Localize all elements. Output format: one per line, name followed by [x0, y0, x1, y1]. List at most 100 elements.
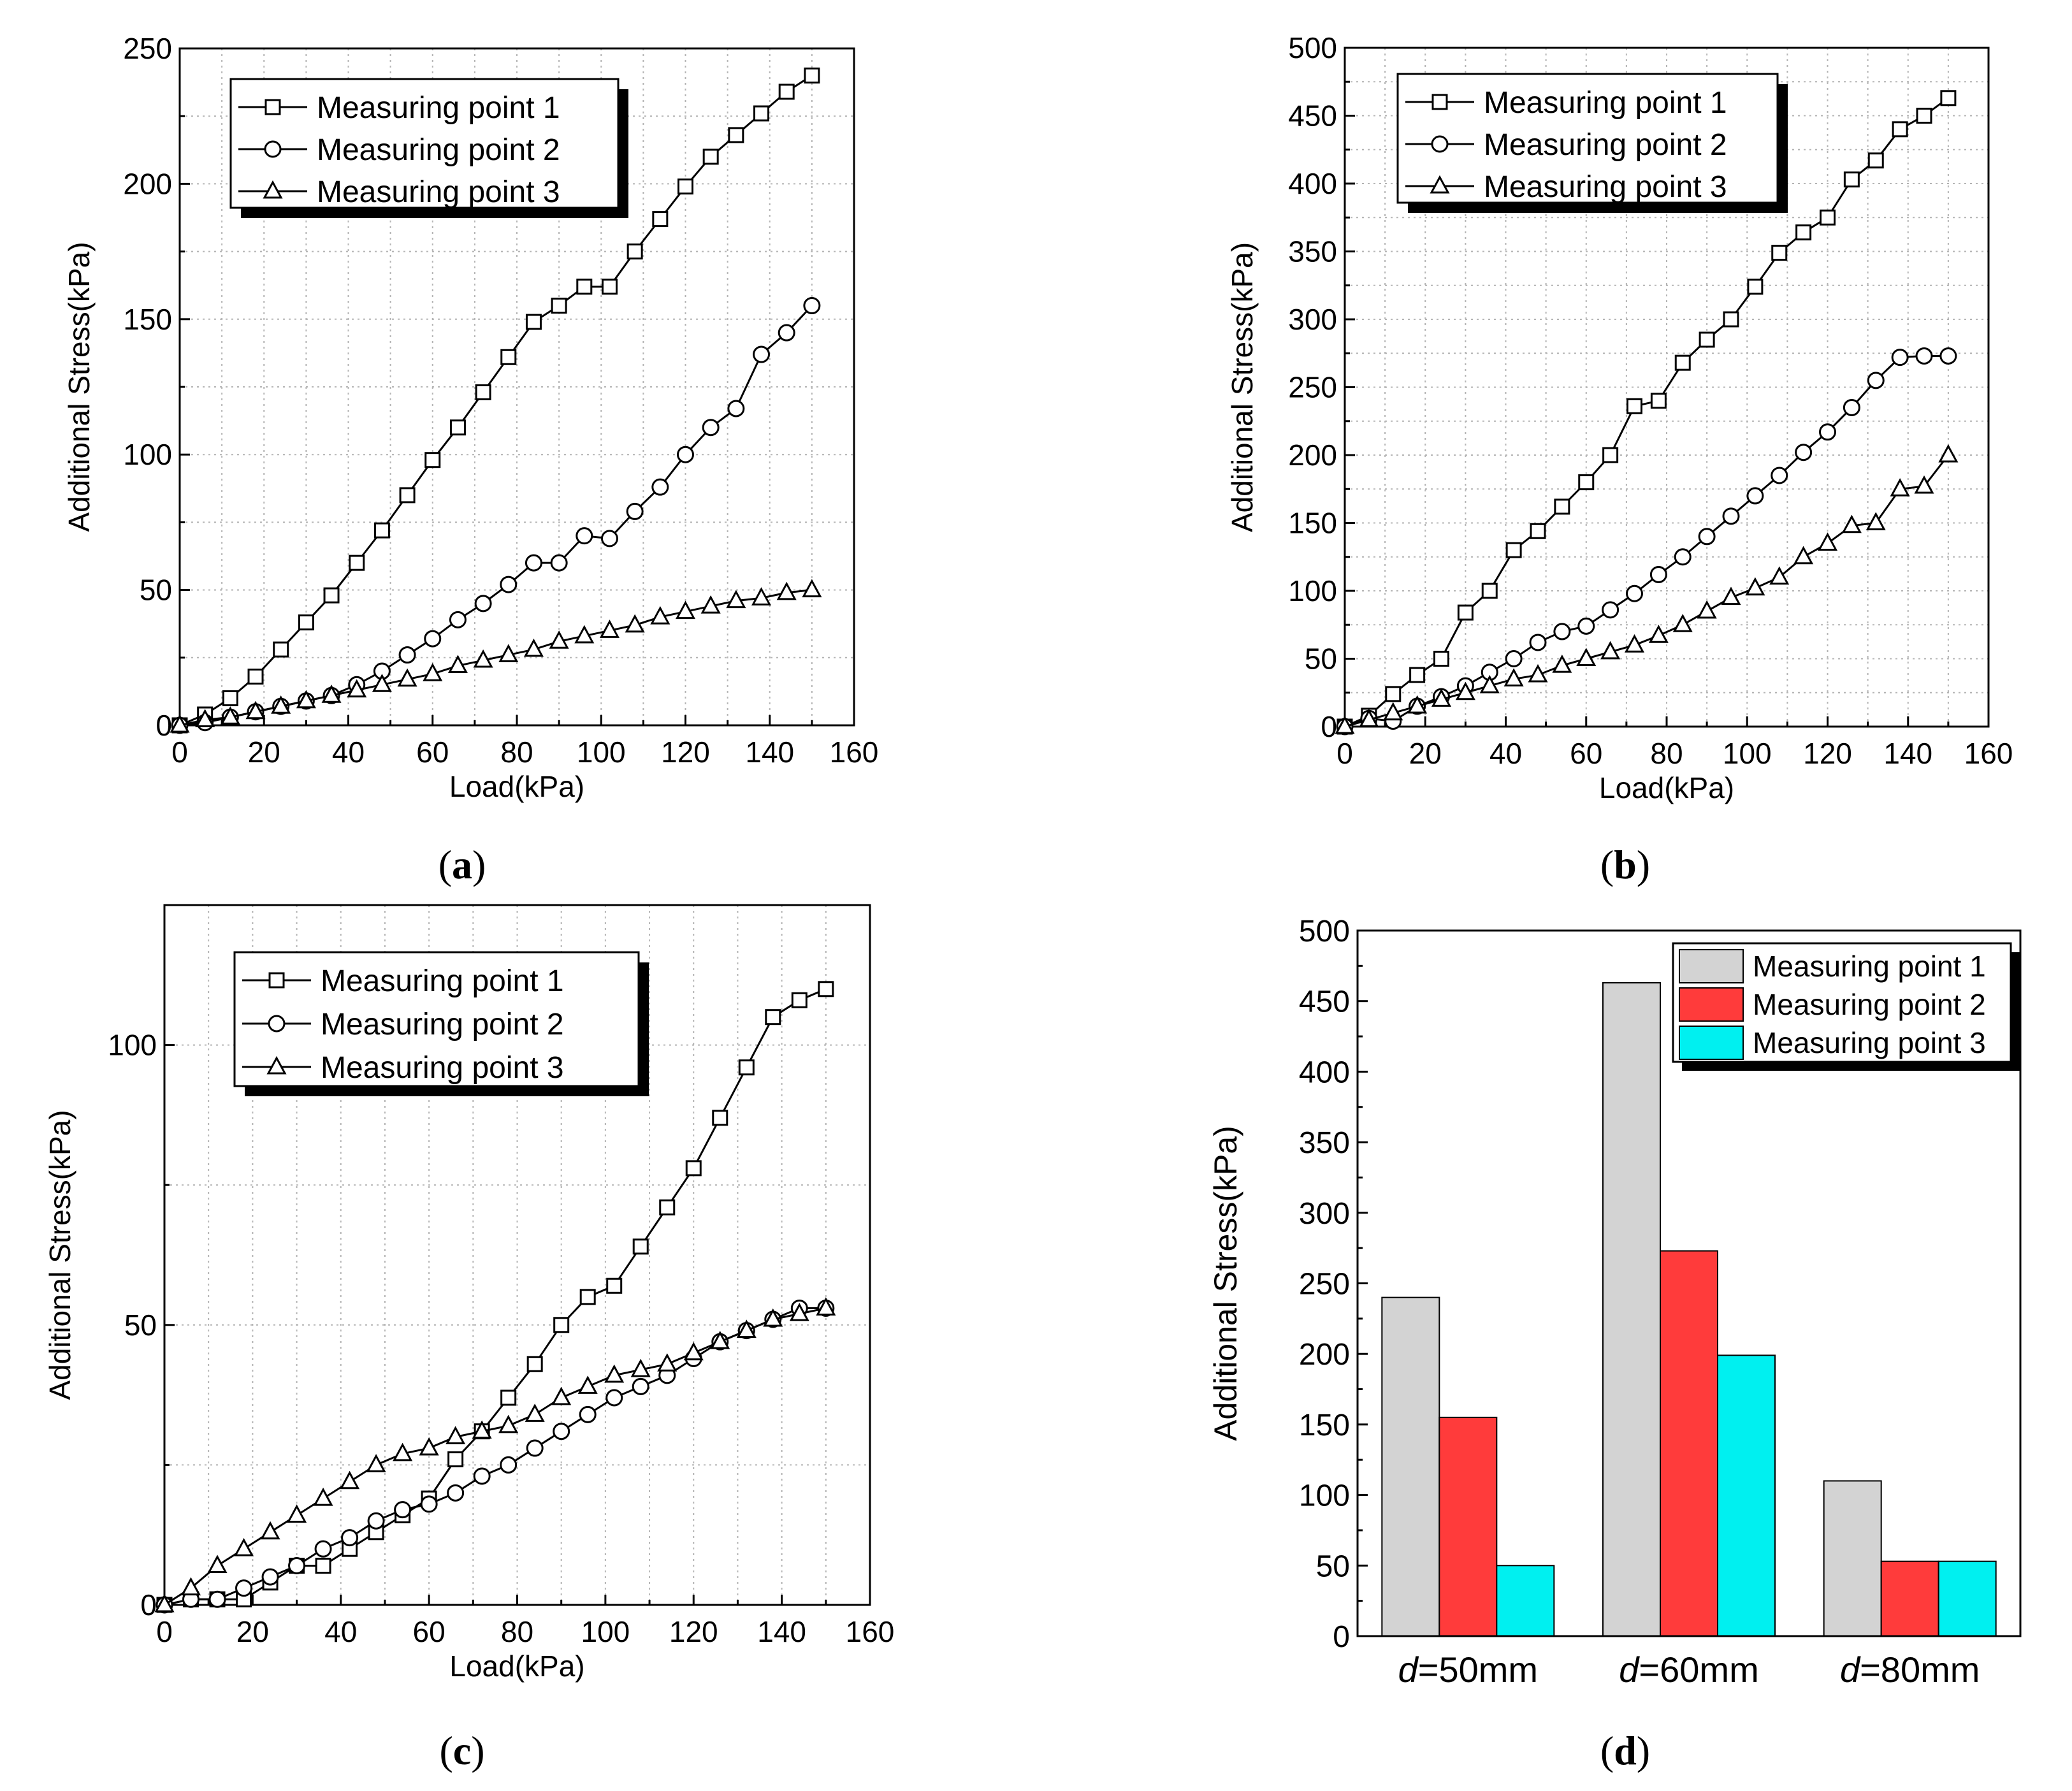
y-tick-label: 50 — [140, 574, 172, 607]
data-point — [420, 1495, 438, 1513]
y-tick-label: 250 — [123, 32, 172, 65]
data-point — [393, 1442, 413, 1461]
data-point — [195, 709, 215, 728]
data-point — [446, 1426, 466, 1444]
legend-marker — [1430, 175, 1450, 194]
caption-a-letter: a — [452, 842, 472, 887]
data-point — [1552, 655, 1572, 673]
legend-label: Measuring point 2 — [1484, 128, 1727, 162]
y-tick-label: 200 — [123, 167, 172, 200]
category-variable: d — [1619, 1650, 1640, 1690]
data-point — [424, 452, 441, 468]
data-point — [683, 1342, 704, 1361]
caption-d: (d) — [1600, 1728, 1651, 1773]
data-point — [632, 1238, 649, 1255]
data-point — [551, 298, 567, 314]
data-point — [753, 105, 770, 122]
bar — [1938, 1560, 1997, 1637]
data-point — [523, 638, 544, 657]
y-tick-label: 0 — [140, 1588, 157, 1621]
data-point — [549, 630, 569, 649]
data-point — [1793, 546, 1814, 565]
data-point — [601, 279, 618, 295]
data-point — [576, 527, 593, 545]
data-point — [1457, 604, 1474, 621]
data-point — [776, 581, 797, 600]
y-tick-label: 200 — [1288, 439, 1337, 472]
data-point — [816, 1297, 836, 1316]
y-tick-label: 400 — [1288, 167, 1337, 200]
data-point — [341, 1529, 359, 1547]
data-point — [1602, 601, 1619, 619]
data-point — [604, 1364, 625, 1383]
data-point — [1602, 447, 1619, 463]
data-point — [1624, 634, 1645, 653]
data-point — [627, 243, 643, 260]
data-point — [500, 1389, 517, 1406]
data-point — [626, 502, 644, 520]
data-point — [235, 1579, 253, 1597]
x-ticks: 0 20 40 60 80 100 120 140 160 — [1337, 716, 2013, 770]
data-point — [710, 1331, 730, 1349]
data-point — [579, 1289, 596, 1305]
data-point — [525, 554, 542, 572]
data-point — [526, 1439, 544, 1457]
data-point — [1578, 474, 1595, 491]
data-point — [247, 669, 264, 685]
data-point — [1648, 625, 1669, 643]
x-axis-label: Load(kPa) — [449, 770, 584, 803]
data-point — [1672, 614, 1693, 632]
y-ticks: 0 50 100 150 200 250 — [123, 32, 190, 742]
data-point — [1577, 617, 1595, 635]
legend-label: Measuring point 2 — [317, 133, 560, 167]
x-tick-label: 80 — [501, 1615, 533, 1648]
y-tick-label: 450 — [1299, 985, 1350, 1019]
data-point — [1674, 548, 1692, 566]
data-point — [1576, 648, 1597, 666]
data-point — [651, 478, 669, 496]
data-point — [260, 1521, 280, 1540]
legend-swatch — [1679, 987, 1744, 1022]
data-point — [576, 279, 593, 295]
data-point — [271, 695, 291, 714]
data-point — [778, 324, 795, 342]
data-point — [1528, 663, 1548, 683]
data-point — [803, 297, 821, 315]
data-point — [419, 1437, 439, 1456]
x-tick-label: 20 — [236, 1615, 269, 1648]
x-tick-label: 120 — [1803, 737, 1852, 770]
x-tick-label: 160 — [1964, 737, 2013, 770]
data-point — [1721, 586, 1741, 605]
bar — [1496, 1565, 1555, 1637]
data-point — [574, 625, 595, 644]
data-point — [675, 600, 696, 620]
data-point — [1626, 398, 1642, 414]
data-point — [525, 314, 542, 330]
x-tick-label: 20 — [1409, 737, 1442, 770]
data-point — [398, 646, 416, 664]
series-3 — [1335, 444, 1959, 734]
data-point — [473, 1467, 491, 1485]
data-point — [1771, 467, 1788, 484]
x-tick-label: 140 — [745, 736, 794, 769]
bar-group-1 — [1381, 1296, 1555, 1637]
data-point — [313, 1487, 333, 1506]
data-point — [423, 663, 443, 681]
x-tick-label: 120 — [661, 736, 710, 769]
data-point — [677, 446, 694, 463]
legend-label: Measuring point 1 — [1484, 86, 1727, 120]
data-point — [1554, 498, 1570, 515]
data-point — [373, 522, 390, 539]
data-point — [234, 1538, 254, 1556]
data-point — [657, 1353, 677, 1372]
category-value: =50mm — [1418, 1650, 1538, 1690]
data-point — [207, 1555, 228, 1574]
data-point — [630, 1358, 651, 1377]
caption-b: (b) — [1600, 842, 1651, 887]
data-point — [347, 679, 367, 698]
data-point — [394, 1501, 412, 1519]
data-point — [727, 400, 745, 417]
data-point — [315, 1558, 331, 1574]
legend-box — [1396, 73, 1779, 204]
data-point — [1915, 347, 1933, 365]
